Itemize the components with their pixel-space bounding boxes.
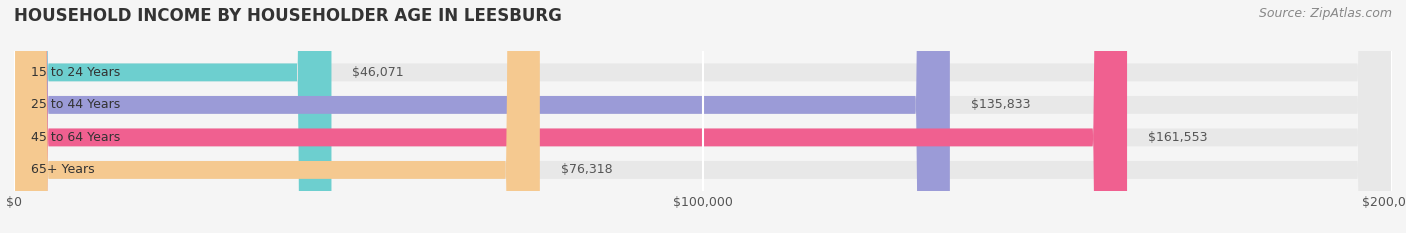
Text: 25 to 44 Years: 25 to 44 Years	[31, 98, 121, 111]
Text: $76,318: $76,318	[561, 163, 612, 176]
FancyBboxPatch shape	[14, 0, 1392, 233]
Text: 45 to 64 Years: 45 to 64 Years	[31, 131, 121, 144]
FancyBboxPatch shape	[14, 0, 1392, 233]
Text: Source: ZipAtlas.com: Source: ZipAtlas.com	[1258, 7, 1392, 20]
Text: HOUSEHOLD INCOME BY HOUSEHOLDER AGE IN LEESBURG: HOUSEHOLD INCOME BY HOUSEHOLDER AGE IN L…	[14, 7, 562, 25]
Text: $46,071: $46,071	[352, 66, 404, 79]
FancyBboxPatch shape	[14, 0, 332, 233]
Text: $161,553: $161,553	[1147, 131, 1208, 144]
FancyBboxPatch shape	[14, 0, 540, 233]
Text: $135,833: $135,833	[970, 98, 1031, 111]
FancyBboxPatch shape	[14, 0, 1392, 233]
Text: 65+ Years: 65+ Years	[31, 163, 96, 176]
FancyBboxPatch shape	[14, 0, 1128, 233]
Text: 15 to 24 Years: 15 to 24 Years	[31, 66, 121, 79]
FancyBboxPatch shape	[14, 0, 1392, 233]
FancyBboxPatch shape	[14, 0, 950, 233]
